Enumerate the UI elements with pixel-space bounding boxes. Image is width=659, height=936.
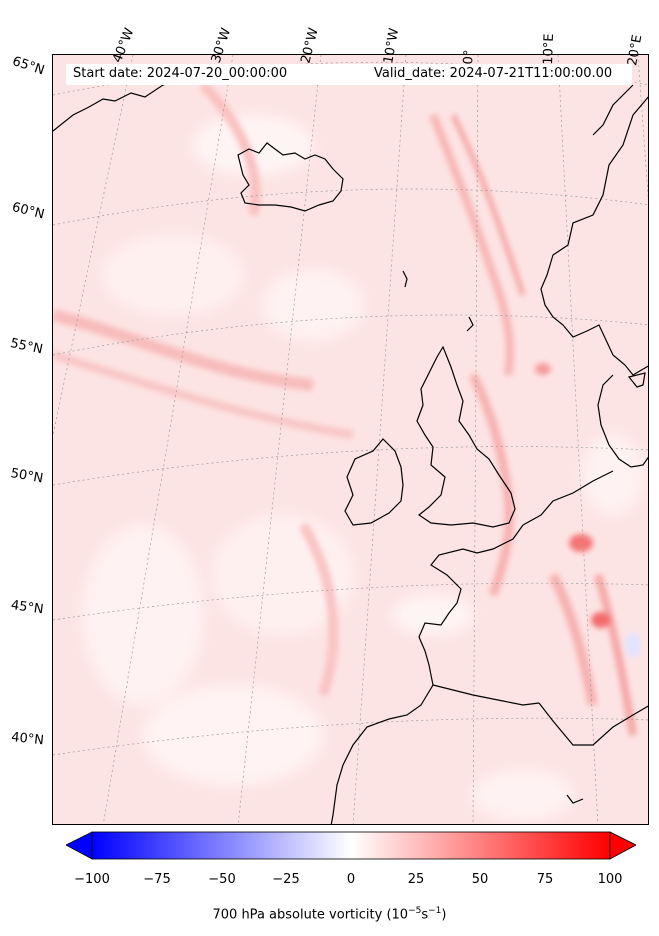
vorticity-field bbox=[53, 55, 648, 824]
graticule bbox=[53, 55, 648, 824]
colorbar-tick: 50 bbox=[471, 872, 489, 887]
lat-label-65n: 65°N bbox=[10, 54, 47, 79]
lat-label-60n: 60°N bbox=[10, 200, 46, 223]
lon-label-10e: 10°E bbox=[541, 33, 558, 65]
colorbar-gradient bbox=[91, 831, 611, 860]
vorticity-shading-dark bbox=[53, 81, 641, 736]
colorbar-tick: −50 bbox=[208, 872, 236, 887]
colorbar bbox=[66, 831, 636, 860]
lat-label-50n: 50°N bbox=[9, 466, 45, 487]
colorbar-tick: −75 bbox=[143, 872, 171, 887]
colorbar-extend-min bbox=[66, 831, 93, 860]
start-date-label: Start date: 2024-07-20_00:00:00 bbox=[73, 66, 288, 81]
lat-label-40n: 40°N bbox=[10, 730, 45, 749]
lat-label-45n: 45°N bbox=[9, 598, 45, 618]
lat-label-55n: 55°N bbox=[8, 336, 45, 358]
colorbar-extend-max bbox=[609, 831, 636, 860]
vorticity-shading-light bbox=[83, 115, 643, 820]
colorbar-tick: 100 bbox=[597, 872, 623, 887]
info-bar bbox=[66, 64, 632, 85]
valid-date-label: Valid_date: 2024-07-21T11:00:00.00 bbox=[374, 66, 613, 81]
colorbar-tick: 25 bbox=[407, 872, 425, 887]
colorbar-tick: −100 bbox=[74, 872, 110, 887]
colorbar-tick: −25 bbox=[272, 872, 300, 887]
colorbar-tick: 75 bbox=[536, 872, 554, 887]
colorbar-label: 700 hPa absolute vorticity (10−5s−1) bbox=[212, 906, 447, 923]
coastlines bbox=[53, 80, 648, 824]
lon-label-0: 0° bbox=[461, 49, 478, 65]
colorbar-tick: 0 bbox=[346, 872, 356, 887]
map-panel bbox=[52, 54, 649, 825]
